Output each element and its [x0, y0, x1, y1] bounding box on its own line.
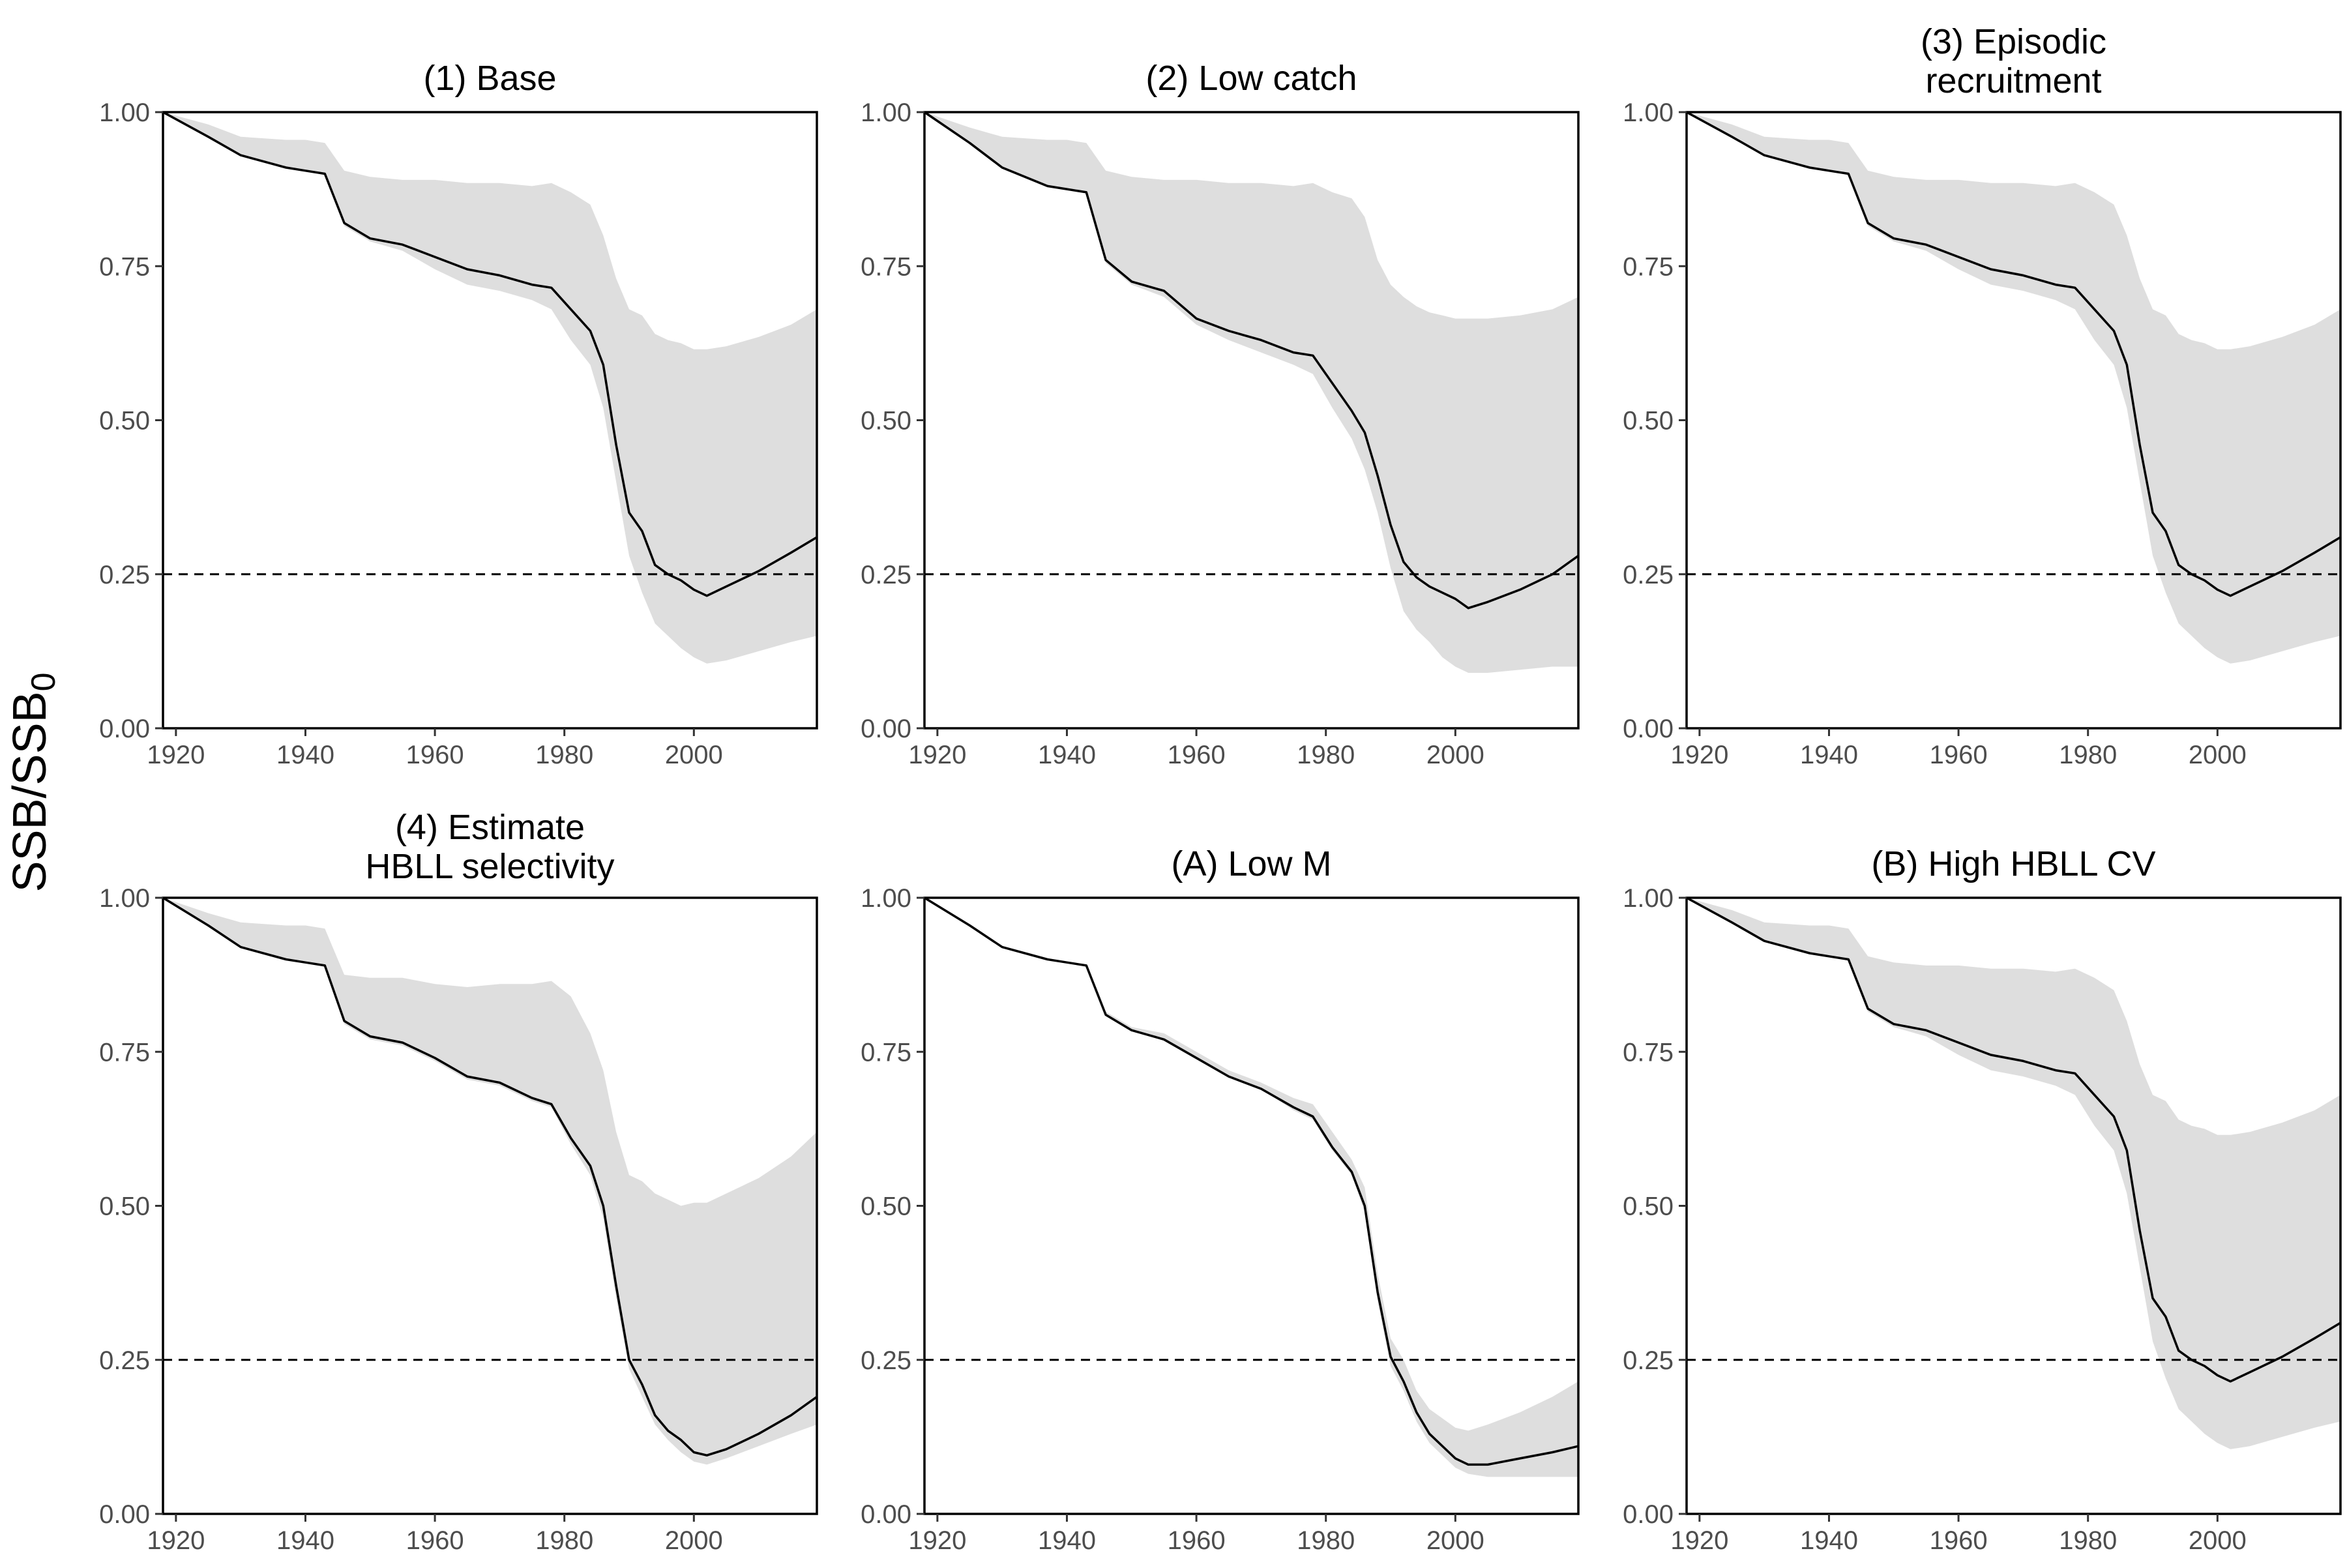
y-tick-label: 1.00: [861, 884, 911, 913]
x-tick-label: 1920: [147, 1526, 205, 1555]
x-tick-label: 1960: [1930, 1526, 1988, 1555]
y-tick-label: 1.00: [861, 98, 911, 127]
y-tick-label: 0.25: [1623, 1346, 1674, 1375]
y-tick-label: 0.50: [861, 407, 911, 436]
x-tick-label: 1940: [1800, 741, 1858, 769]
x-tick-label: 2000: [1426, 1526, 1484, 1555]
chart-panel: 0.00 0.25 0.50 0.75 1.00 1920 1940 1960 1980 2000…: [1623, 22, 2342, 769]
y-tick-label: 0.25: [99, 561, 150, 589]
y-tick-label: 0.00: [861, 1500, 911, 1529]
x-tick-label: 1920: [908, 741, 966, 769]
panel-title-line: recruitment: [1925, 61, 2101, 100]
y-tick-label: 0.50: [99, 1192, 150, 1221]
y-tick-label: 0.75: [861, 1038, 911, 1067]
y-axis-label: SSB/SSB0: [4, 672, 63, 892]
confidence-band: [924, 112, 1578, 673]
y-tick-label: 0.50: [99, 407, 150, 436]
chart-panel: 0.00 0.25 0.50 0.75 1.00 1920 1940 1960 1980 2000…: [861, 844, 1580, 1555]
x-tick-label: 2000: [665, 1526, 723, 1555]
chart-panel: 0.00 0.25 0.50 0.75 1.00 1920 1940 1960 1980 2000…: [1623, 844, 2342, 1555]
x-tick-label: 1940: [276, 1526, 334, 1555]
y-tick-label: 0.00: [99, 1500, 150, 1529]
x-tick-label: 2000: [2189, 741, 2247, 769]
median-line: [924, 896, 1579, 1466]
x-tick-label: 1960: [406, 1526, 464, 1555]
y-tick-label: 0.00: [861, 715, 911, 743]
panel-border: [923, 896, 1580, 1515]
median-line: [162, 111, 818, 597]
y-tick-label: 0.75: [99, 252, 150, 281]
x-tick-label: 1980: [535, 741, 593, 769]
panel-title: (A) Low M: [1171, 844, 1331, 883]
panel-title-line: (4) Estimate: [395, 808, 585, 847]
y-tick-label: 0.50: [1623, 1192, 1674, 1221]
median-line: [924, 111, 1580, 610]
y-tick-label: 0.75: [1623, 1038, 1674, 1067]
x-tick-label: 1940: [1800, 1526, 1858, 1555]
chart-panel: 0.00 0.25 0.50 0.75 1.00 1920 1940 1960 1980 2000…: [861, 59, 1580, 769]
confidence-band: [1687, 112, 2340, 664]
confidence-band: [924, 898, 1578, 1477]
y-tick-label: 1.00: [1623, 98, 1674, 127]
x-tick-label: 1920: [908, 1526, 966, 1555]
panel-title-line: (3) Episodic: [1921, 22, 2106, 61]
x-tick-label: 1940: [1038, 741, 1096, 769]
x-tick-label: 1940: [276, 741, 334, 769]
x-tick-label: 1920: [1670, 741, 1728, 769]
confidence-band: [163, 898, 817, 1465]
chart-panel: 0.00 0.25 0.50 0.75 1.00 1920 1940 1960 1980 2000…: [99, 59, 818, 769]
y-tick-label: 0.25: [861, 1346, 911, 1375]
panel-title: (2) Low catch: [1145, 59, 1357, 98]
x-tick-label: 1980: [1297, 741, 1355, 769]
panel-title: (B) High HBLL CV: [1871, 844, 2155, 883]
y-tick-label: 0.25: [1623, 561, 1674, 589]
x-tick-label: 1960: [1168, 741, 1226, 769]
median-line: [1686, 111, 2341, 597]
confidence-band: [1687, 898, 2340, 1449]
x-tick-label: 1980: [535, 1526, 593, 1555]
median-line: [162, 896, 818, 1457]
y-tick-label: 0.75: [861, 252, 911, 281]
panel-title: (1) Base: [423, 59, 556, 98]
y-tick-label: 0.00: [1623, 1500, 1674, 1529]
x-tick-label: 1960: [1930, 741, 1988, 769]
panel-title-line: HBLL selectivity: [365, 847, 614, 886]
median-line: [1686, 896, 2341, 1383]
x-tick-label: 1920: [1670, 1526, 1728, 1555]
panel-title: (3) Episodic recruitment: [1921, 22, 2106, 100]
x-tick-label: 1980: [1297, 1526, 1355, 1555]
x-tick-label: 1960: [1168, 1526, 1226, 1555]
y-tick-label: 0.50: [1623, 407, 1674, 436]
x-tick-label: 1920: [147, 741, 205, 769]
y-tick-label: 1.00: [99, 884, 150, 913]
chart-panel: 0.00 0.25 0.50 0.75 1.00 1920 1940 1960 1980 2000…: [99, 808, 818, 1555]
y-tick-label: 0.50: [861, 1192, 911, 1221]
y-tick-label: 1.00: [99, 98, 150, 127]
y-tick-label: 0.75: [1623, 252, 1674, 281]
x-tick-label: 2000: [2189, 1526, 2247, 1555]
y-tick-label: 0.00: [99, 715, 150, 743]
y-tick-label: 0.00: [1623, 715, 1674, 743]
y-tick-label: 1.00: [1623, 884, 1674, 913]
y-tick-label: 0.25: [99, 1346, 150, 1375]
x-tick-label: 1980: [2059, 741, 2117, 769]
confidence-band: [163, 112, 817, 664]
x-tick-label: 2000: [1426, 741, 1484, 769]
y-tick-label: 0.75: [99, 1038, 150, 1067]
x-tick-label: 1960: [406, 741, 464, 769]
x-tick-label: 2000: [665, 741, 723, 769]
y-axis-label-subscript: 0: [25, 672, 63, 691]
x-tick-label: 1980: [2059, 1526, 2117, 1555]
y-axis-label-main: SSB/SSB: [4, 691, 56, 892]
panel-title: (4) Estimate HBLL selectivity: [365, 808, 614, 886]
x-tick-label: 1940: [1038, 1526, 1096, 1555]
y-tick-label: 0.25: [861, 561, 911, 589]
